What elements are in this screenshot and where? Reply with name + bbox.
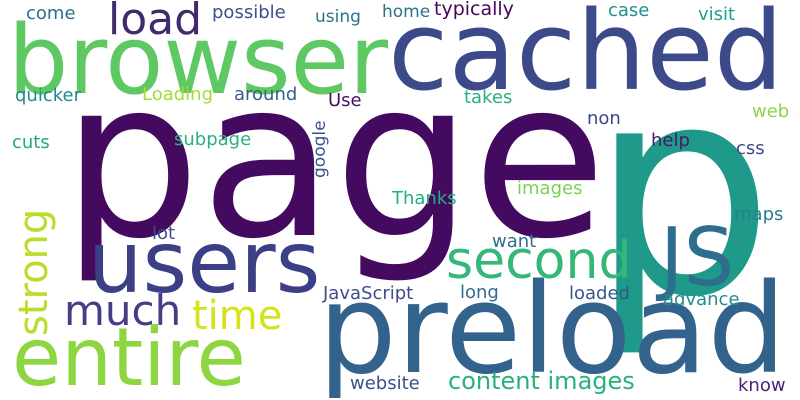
word-want: want: [492, 231, 537, 252]
word-lot: lot: [152, 223, 176, 244]
word-entire: entire: [12, 311, 246, 400]
word-page: page: [62, 34, 607, 287]
word-know: know: [738, 375, 786, 396]
word-maps: maps: [734, 204, 784, 225]
word-non: non: [587, 108, 621, 129]
word-come: come: [26, 3, 76, 24]
word-preload: preload: [318, 258, 787, 400]
word-time: time: [192, 293, 283, 339]
word-load: load: [108, 0, 203, 45]
word-home: home: [382, 2, 431, 22]
word-much: much: [64, 286, 182, 335]
word-javascript: JavaScript: [323, 283, 414, 304]
word-website: website: [350, 373, 420, 394]
word-web: web: [752, 101, 790, 122]
word-users: users: [88, 213, 321, 313]
word-browser: browser: [8, 6, 389, 116]
word-content-images: content images: [448, 367, 635, 395]
word-using: using: [315, 7, 361, 27]
word-use: Use: [328, 90, 362, 111]
word-loading: Loading: [142, 84, 214, 105]
word-takes: takes: [464, 87, 513, 108]
word-images: images: [517, 178, 583, 199]
word-case: case: [608, 0, 650, 21]
word-around: around: [234, 84, 298, 105]
word-css: css: [736, 138, 765, 159]
word-second: second: [446, 231, 632, 291]
word-google: google: [310, 120, 330, 178]
word-advance: advance: [663, 289, 740, 310]
word-long: long: [460, 282, 499, 303]
word-help: help: [651, 130, 690, 151]
word-visit: visit: [698, 4, 736, 25]
word-js: JS: [660, 211, 735, 304]
word-strong: strong: [11, 208, 57, 336]
word-subpage: subpage: [174, 129, 252, 150]
word-thanks: Thanks: [392, 188, 457, 209]
word-quicker: quicker: [15, 85, 81, 106]
word-cached: cached: [388, 0, 784, 115]
word-loaded: loaded: [569, 283, 630, 304]
word-typically: typically: [434, 0, 514, 20]
word-possible: possible: [212, 2, 286, 23]
word-p: p: [590, 24, 775, 361]
word-cuts: cuts: [12, 132, 50, 153]
